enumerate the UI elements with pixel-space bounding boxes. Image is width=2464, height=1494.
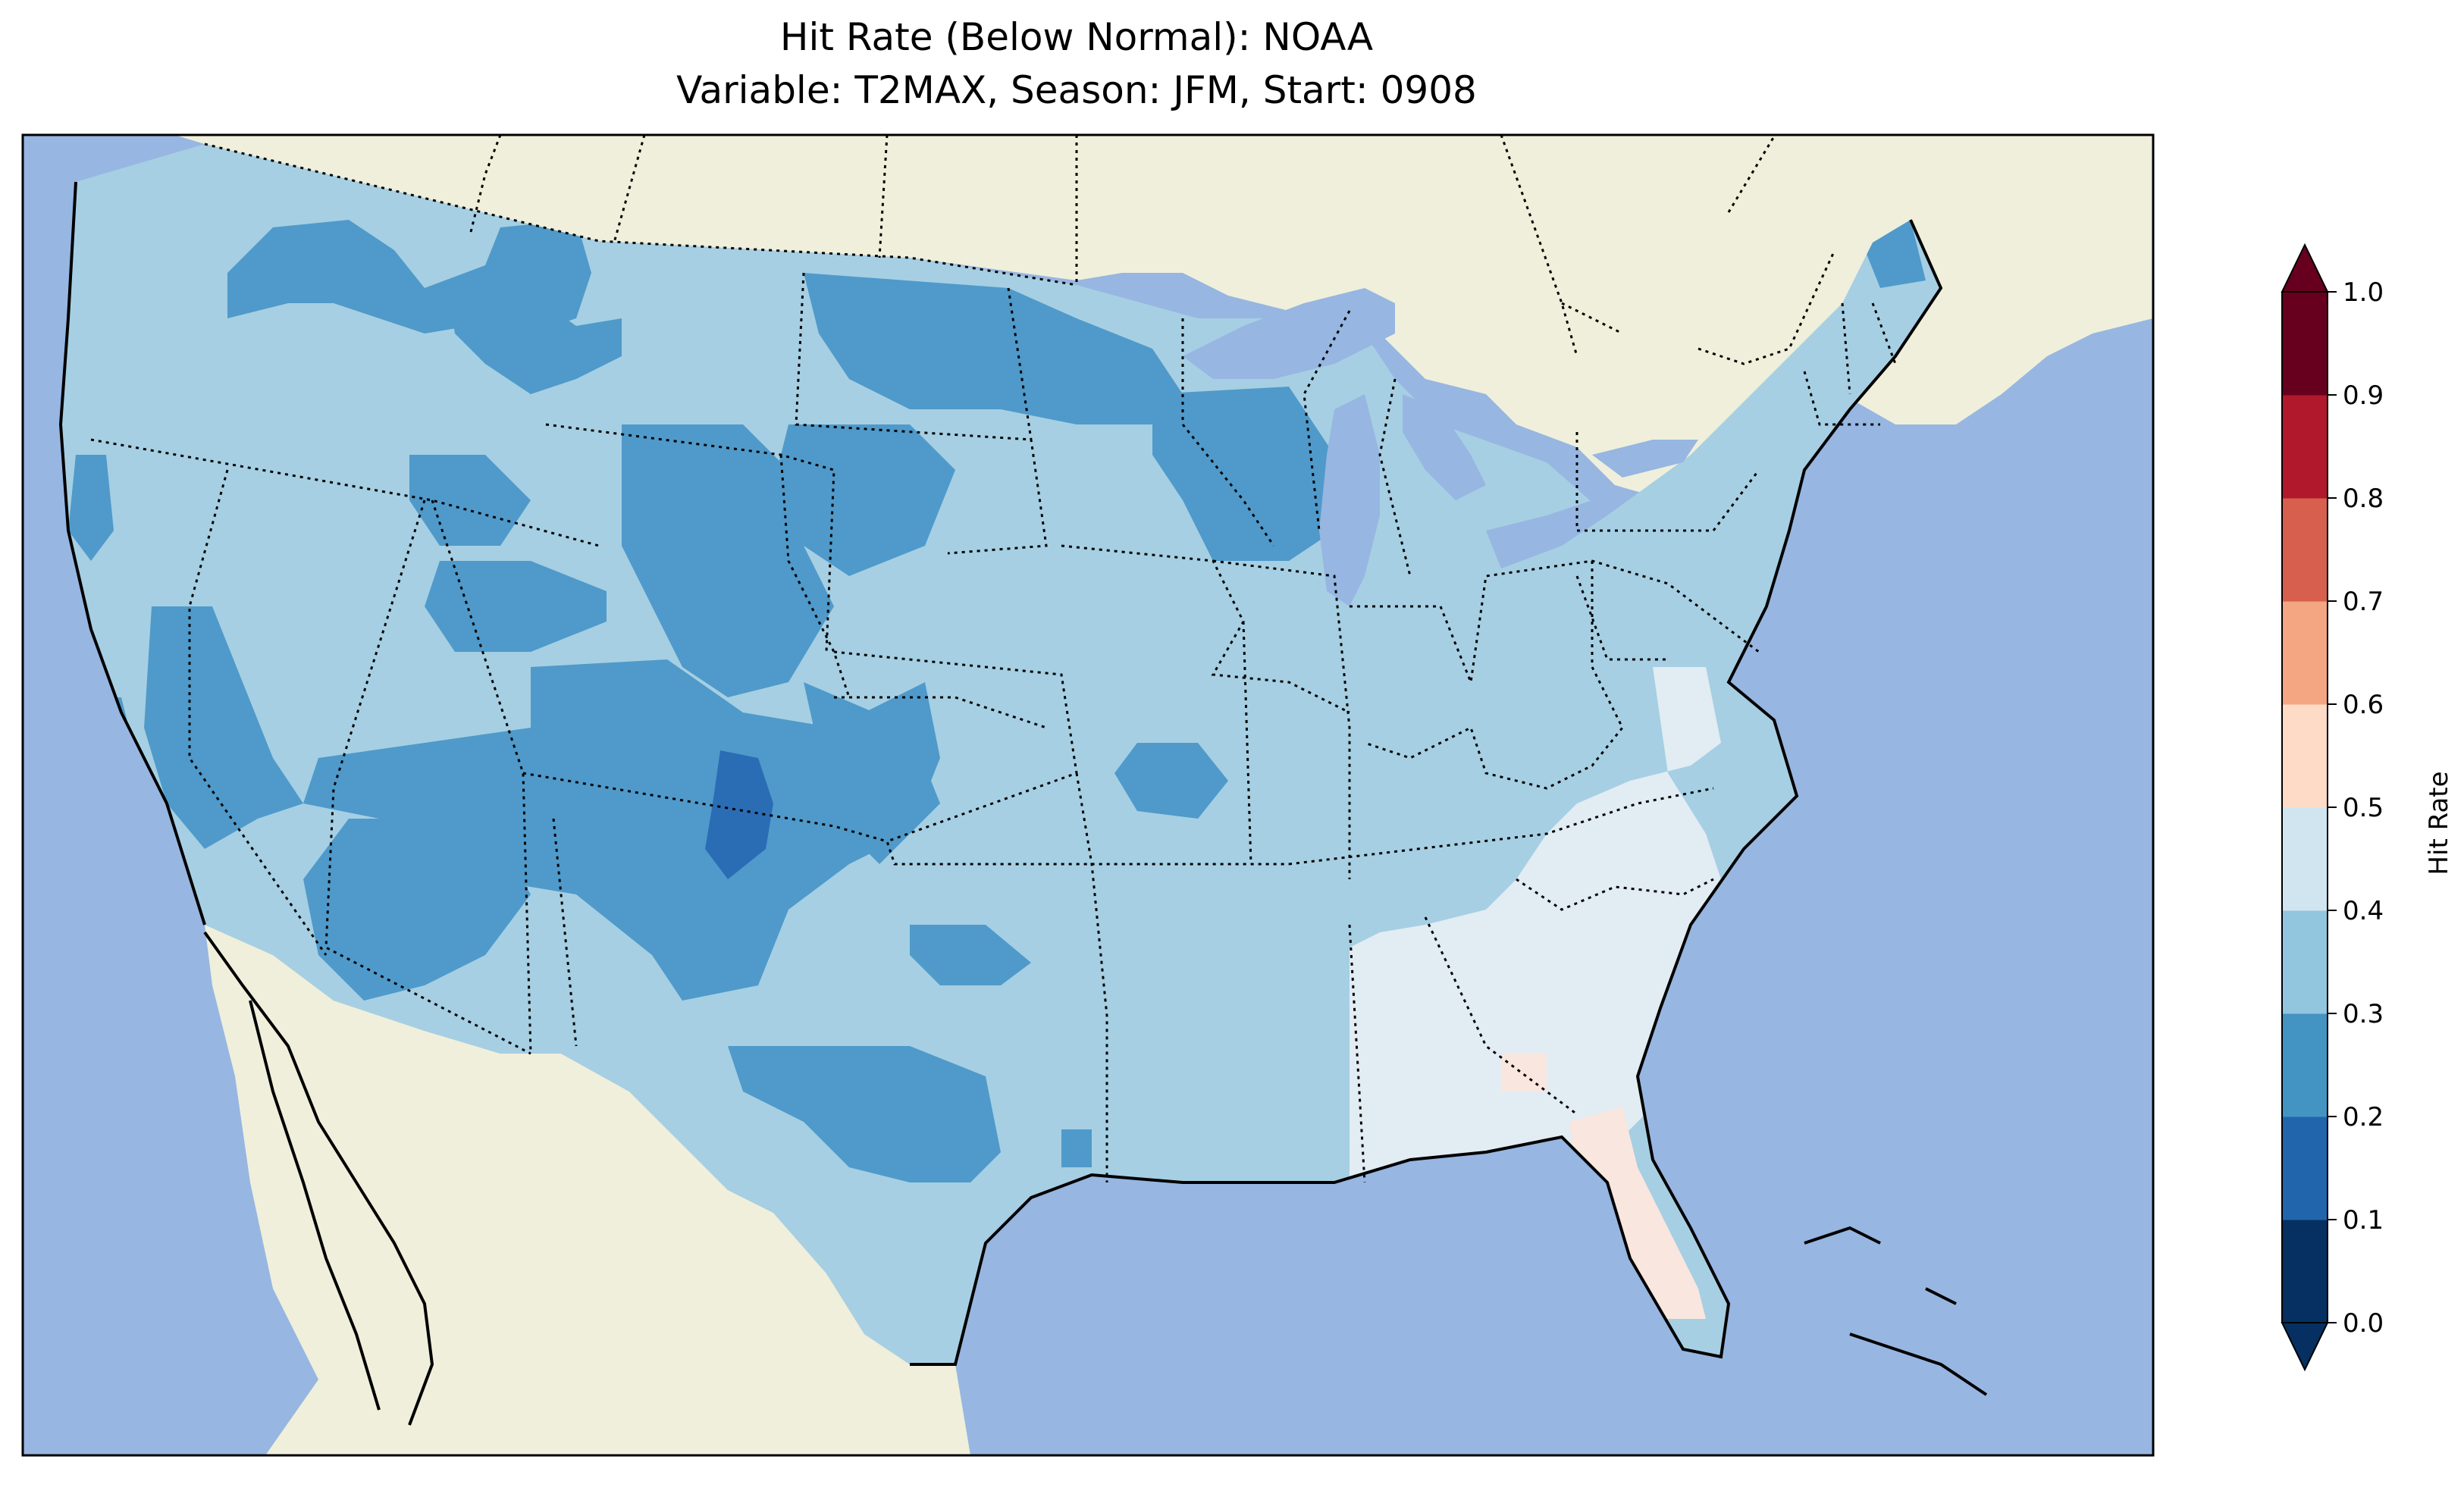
colorbar-tick-label: 0.8 [2343,484,2384,514]
colorbar-swatch [2282,1117,2328,1220]
colorbar-swatch [2282,395,2328,499]
map-title-line2: Variable: T2MAX, Season: JFM, Start: 090… [676,68,1477,112]
colorbar-swatch [2282,704,2328,808]
map-title-line1: Hit Rate (Below Normal): NOAA [779,15,1374,59]
colorbar-swatch [2282,292,2328,396]
colorbar-tick-label: 0.1 [2343,1205,2384,1236]
state-boundaries [90,272,1897,1183]
colorbar-extend-min [2281,1322,2329,1372]
colorbar-ticks: 0.0 0.1 0.2 0.3 0.4 0.5 0.6 0.7 0.8 0.9 1.0 [2328,277,2384,1339]
colorbar-tick-label: 0.6 [2343,690,2384,720]
colorbar-tick-label: 0.2 [2343,1102,2384,1132]
colorbar-tick-label: 0.5 [2343,793,2384,823]
great-lakes [1183,288,1698,606]
hit-rate-0.4-0.5 [1350,667,1721,1182]
country-borders [204,135,1836,365]
land-canada [174,135,2153,500]
colorbar-swatch [2282,910,2328,1014]
colorbar-swatch [2282,1013,2328,1117]
colorbar-tick-label: 1.0 [2343,277,2384,308]
colorbar-tick-label: 0.9 [2343,381,2384,411]
colorbar-swatches [2281,243,2329,1372]
colorbar-tick-label: 0.0 [2343,1308,2384,1339]
colorbar-extend-max [2281,243,2329,293]
hit-rate-0.1-0.2 [705,750,773,879]
hit-rate-0.2-0.3 [68,220,1926,1182]
colorbar-swatch [2282,601,2328,705]
colorbar-tick-label: 0.7 [2343,587,2384,617]
colorbar-tick-label: 0.4 [2343,896,2384,926]
colorbar-swatch [2282,498,2328,602]
colorbar-tick-label: 0.3 [2343,999,2384,1029]
colorbar-swatch [2282,1220,2328,1323]
hit-rate-0.5-0.6 [1501,1054,1706,1319]
land-baja [205,932,432,1425]
coastlines [58,181,1988,1426]
map-frame [21,133,2155,1457]
colorbar-label: Hit Rate [2424,771,2454,875]
colorbar-swatch [2282,807,2328,911]
